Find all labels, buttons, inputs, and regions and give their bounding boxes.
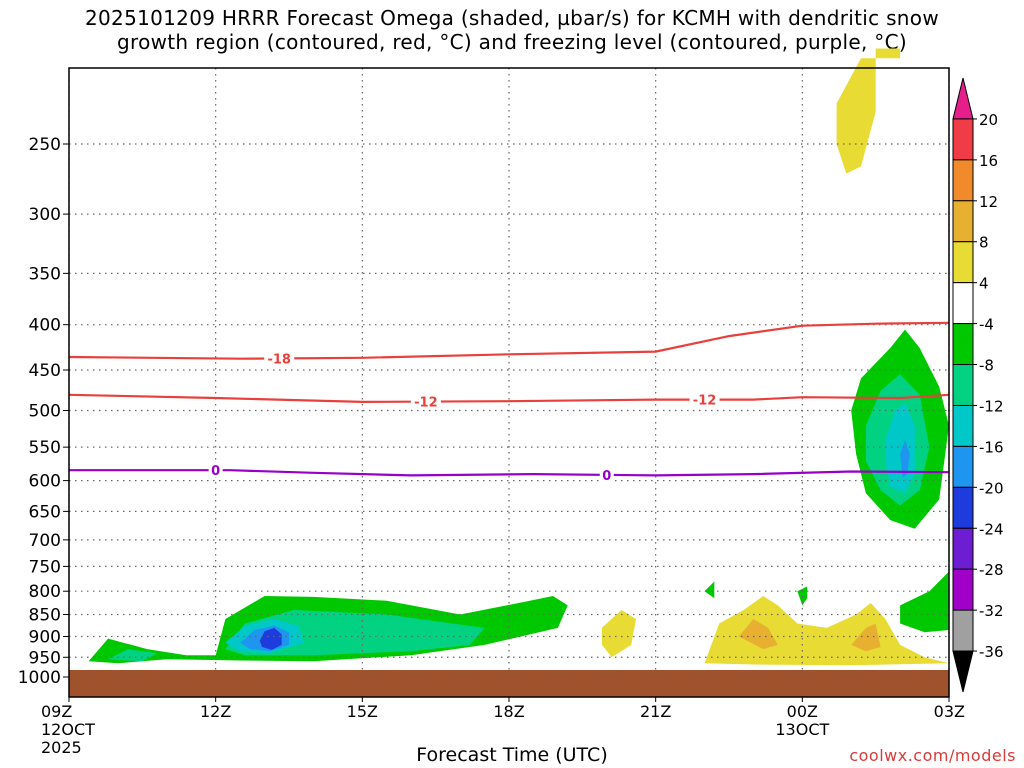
colorbar-segment-11: [952, 527, 974, 570]
colorbar-segment-1: [952, 118, 974, 161]
colorbar-label-2: 12: [979, 193, 998, 211]
y-tick-label-500: 500: [29, 402, 61, 422]
colorbar-label-3: 8: [979, 234, 989, 252]
y-tick-label-700: 700: [29, 531, 61, 551]
colorbar-segment-2: [952, 159, 974, 202]
colorbar-label-1: 16: [979, 152, 998, 170]
colorbar-top-arrow: [952, 77, 974, 120]
colorbar-segment-3: [952, 200, 974, 243]
x-tick-date-0: 12OCT: [41, 720, 95, 739]
omega-region-12: [797, 586, 808, 606]
omega-region-5: [259, 627, 282, 650]
omega-region-15: [738, 619, 778, 650]
omega-region-9: [900, 440, 910, 478]
colorbar-label-4: 4: [979, 275, 989, 293]
contour-label-bg-0: [264, 351, 295, 366]
y-tick-label-850: 850: [29, 606, 61, 626]
omega-region-18: [875, 48, 901, 59]
y-tick-label-350: 350: [29, 264, 61, 284]
contour-layer: -18 -12 -12 0 0: [68, 321, 950, 484]
colorbar-segment-13: [952, 609, 974, 652]
contour-line-1: [68, 393, 950, 404]
colorbar-segment-12: [952, 568, 974, 611]
y-tick-label-400: 400: [29, 316, 61, 336]
contour-label-3: 0: [211, 464, 220, 479]
colorbar-segment-10: [952, 486, 974, 529]
colorbar-label-13: -36: [979, 643, 1004, 661]
omega-region-1: [108, 649, 157, 662]
contour-label-2: -12: [693, 394, 717, 409]
x-tick-label-4: 21Z: [640, 702, 671, 721]
ground-surface: [69, 670, 949, 697]
y-tick-label-750: 750: [29, 557, 61, 577]
y-tick-label-650: 650: [29, 502, 61, 522]
colorbar-segment-8: [952, 404, 974, 447]
colorbar-segment-4: [952, 241, 974, 284]
colorbar-label-12: -32: [979, 602, 1004, 620]
chart-title-line-2: growth region (contoured, red, °C) and f…: [117, 30, 907, 54]
colorbar-segment-9: [952, 445, 974, 488]
contour-line-3: [69, 469, 950, 477]
y-tick-label-300: 300: [29, 205, 61, 225]
x-axis-label: Forecast Time (UTC): [416, 744, 608, 766]
colorbar-bottom-arrow: [952, 650, 974, 693]
y-tick-label-250: 250: [29, 135, 61, 155]
contour-line-0: [68, 321, 950, 360]
chart-title-line-1: 2025101209 HRRR Forecast Omega (shaded, …: [85, 6, 939, 30]
colorbar-segment-6: [952, 323, 974, 366]
colorbar-segment-7: [952, 364, 974, 406]
chart-title: 2025101209 HRRR Forecast Omega (shaded, …: [0, 6, 1024, 54]
colorbar-label-10: -24: [979, 520, 1004, 538]
contour-label-1: -12: [414, 396, 438, 411]
omega-region-11: [704, 581, 715, 599]
colorbar-label-7: -12: [979, 397, 1004, 415]
y-tick-label-450: 450: [29, 361, 61, 381]
omega-shading-layer: [88, 48, 949, 666]
x-tick-date-5: 13OCT: [775, 720, 829, 739]
y-tick-label-950: 950: [29, 648, 61, 668]
colorbar-segment-5: [952, 282, 974, 325]
colorbar-label-8: -16: [979, 438, 1004, 456]
colorbar-label-9: -20: [979, 479, 1004, 497]
grid-lines: [68, 68, 950, 678]
y-tick-label-600: 600: [29, 472, 61, 492]
y-tick-label-800: 800: [29, 582, 61, 602]
contour-label-4: 0: [602, 469, 611, 484]
contour-label-bg-1: [410, 394, 441, 409]
contour-label-0: -18: [267, 352, 291, 367]
y-tick-label-550: 550: [29, 438, 61, 458]
x-tick-label-2: 15Z: [347, 702, 378, 721]
site-credit: coolwx.com/models: [849, 746, 1016, 765]
colorbar-label-11: -28: [979, 561, 1004, 579]
omega-region-10: [900, 571, 949, 633]
contour-label-bg-4: [599, 467, 614, 482]
x-tick-year-0: 2025: [41, 738, 82, 757]
colorbar-label-6: -8: [979, 357, 994, 375]
x-tick-label-6: 03Z: [934, 702, 965, 721]
colorbar-label-5: -4: [979, 316, 994, 334]
contour-label-bg-2: [689, 392, 720, 407]
x-tick-label-5: 00Z: [787, 702, 818, 721]
x-tick-label-0: 09Z: [41, 702, 72, 721]
colorbar-label-0: 20: [979, 111, 998, 129]
y-tick-label-900: 900: [29, 627, 61, 647]
x-tick-label-3: 18Z: [493, 702, 524, 721]
omega-colorbar: 20 16 12 8 4 -4 -8 -12 -16 -20 -24 -28 -32 -36: [952, 77, 1004, 693]
x-tick-label-1: 12Z: [200, 702, 231, 721]
omega-region-13: [601, 610, 637, 658]
contour-label-bg-3: [208, 463, 223, 478]
y-tick-label-1000: 1000: [18, 668, 61, 688]
y-axis: 2503003504004505005506006507007508008509…: [18, 135, 69, 688]
omega-region-16: [851, 623, 881, 652]
omega-region-17: [836, 58, 876, 174]
